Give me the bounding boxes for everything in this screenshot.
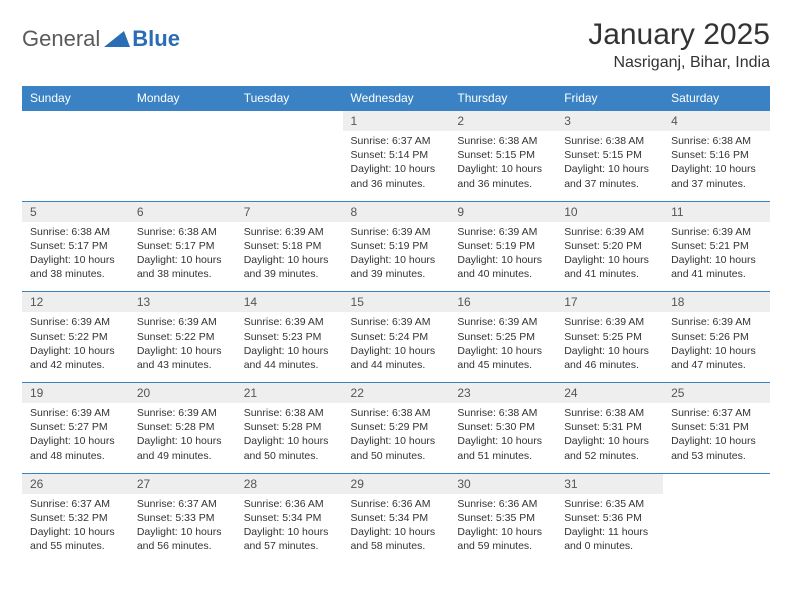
date-detail-cell bbox=[22, 131, 129, 201]
date-number-cell: 6 bbox=[129, 201, 236, 222]
date-number-cell: 10 bbox=[556, 201, 663, 222]
date-detail-cell: Sunrise: 6:39 AMSunset: 5:25 PMDaylight:… bbox=[449, 312, 556, 382]
date-number-cell: 19 bbox=[22, 383, 129, 404]
date-detail-cell: Sunrise: 6:35 AMSunset: 5:36 PMDaylight:… bbox=[556, 494, 663, 564]
date-detail-cell: Sunrise: 6:39 AMSunset: 5:22 PMDaylight:… bbox=[129, 312, 236, 382]
date-detail-cell: Sunrise: 6:39 AMSunset: 5:23 PMDaylight:… bbox=[236, 312, 343, 382]
date-number-cell: 13 bbox=[129, 292, 236, 313]
date-number-cell: 20 bbox=[129, 383, 236, 404]
date-number-cell bbox=[129, 111, 236, 132]
date-detail-cell: Sunrise: 6:39 AMSunset: 5:21 PMDaylight:… bbox=[663, 222, 770, 292]
title-block: January 2025 Nasriganj, Bihar, India bbox=[588, 18, 770, 72]
date-number-row: 262728293031 bbox=[22, 473, 770, 494]
date-detail-cell: Sunrise: 6:36 AMSunset: 5:35 PMDaylight:… bbox=[449, 494, 556, 564]
date-detail-cell bbox=[236, 131, 343, 201]
logo-triangle-icon bbox=[104, 29, 130, 50]
logo: General Blue bbox=[22, 18, 180, 52]
date-detail-cell: Sunrise: 6:37 AMSunset: 5:32 PMDaylight:… bbox=[22, 494, 129, 564]
date-number-cell: 18 bbox=[663, 292, 770, 313]
date-detail-cell: Sunrise: 6:38 AMSunset: 5:17 PMDaylight:… bbox=[129, 222, 236, 292]
day-header: Saturday bbox=[663, 86, 770, 111]
date-number-cell: 8 bbox=[343, 201, 450, 222]
day-header: Friday bbox=[556, 86, 663, 111]
date-number-cell: 12 bbox=[22, 292, 129, 313]
date-detail-cell bbox=[663, 494, 770, 564]
date-number-cell: 25 bbox=[663, 383, 770, 404]
calendar-table: Sunday Monday Tuesday Wednesday Thursday… bbox=[22, 86, 770, 563]
date-number-row: 1234 bbox=[22, 111, 770, 132]
date-detail-cell: Sunrise: 6:37 AMSunset: 5:31 PMDaylight:… bbox=[663, 403, 770, 473]
date-detail-row: Sunrise: 6:37 AMSunset: 5:32 PMDaylight:… bbox=[22, 494, 770, 564]
date-detail-cell: Sunrise: 6:38 AMSunset: 5:17 PMDaylight:… bbox=[22, 222, 129, 292]
date-detail-cell: Sunrise: 6:39 AMSunset: 5:18 PMDaylight:… bbox=[236, 222, 343, 292]
date-detail-cell bbox=[129, 131, 236, 201]
date-number-cell: 23 bbox=[449, 383, 556, 404]
date-number-cell: 31 bbox=[556, 473, 663, 494]
date-detail-cell: Sunrise: 6:37 AMSunset: 5:33 PMDaylight:… bbox=[129, 494, 236, 564]
date-detail-row: Sunrise: 6:39 AMSunset: 5:22 PMDaylight:… bbox=[22, 312, 770, 382]
date-detail-cell: Sunrise: 6:38 AMSunset: 5:16 PMDaylight:… bbox=[663, 131, 770, 201]
day-header: Tuesday bbox=[236, 86, 343, 111]
date-number-cell: 9 bbox=[449, 201, 556, 222]
date-number-row: 19202122232425 bbox=[22, 383, 770, 404]
date-number-cell: 17 bbox=[556, 292, 663, 313]
date-number-cell: 29 bbox=[343, 473, 450, 494]
date-number-cell: 4 bbox=[663, 111, 770, 132]
date-number-cell: 2 bbox=[449, 111, 556, 132]
date-number-cell: 30 bbox=[449, 473, 556, 494]
date-detail-row: Sunrise: 6:39 AMSunset: 5:27 PMDaylight:… bbox=[22, 403, 770, 473]
date-detail-cell: Sunrise: 6:38 AMSunset: 5:15 PMDaylight:… bbox=[449, 131, 556, 201]
date-number-cell: 5 bbox=[22, 201, 129, 222]
date-detail-cell: Sunrise: 6:38 AMSunset: 5:28 PMDaylight:… bbox=[236, 403, 343, 473]
day-header: Thursday bbox=[449, 86, 556, 111]
date-number-cell: 7 bbox=[236, 201, 343, 222]
header: General Blue January 2025 Nasriganj, Bih… bbox=[22, 18, 770, 72]
logo-text-general: General bbox=[22, 26, 100, 52]
date-detail-cell: Sunrise: 6:39 AMSunset: 5:26 PMDaylight:… bbox=[663, 312, 770, 382]
date-detail-row: Sunrise: 6:38 AMSunset: 5:17 PMDaylight:… bbox=[22, 222, 770, 292]
date-number-row: 567891011 bbox=[22, 201, 770, 222]
date-detail-cell: Sunrise: 6:39 AMSunset: 5:28 PMDaylight:… bbox=[129, 403, 236, 473]
date-number-cell: 24 bbox=[556, 383, 663, 404]
location: Nasriganj, Bihar, India bbox=[588, 54, 770, 72]
date-number-cell: 26 bbox=[22, 473, 129, 494]
date-detail-cell: Sunrise: 6:38 AMSunset: 5:30 PMDaylight:… bbox=[449, 403, 556, 473]
day-header: Sunday bbox=[22, 86, 129, 111]
date-number-cell: 27 bbox=[129, 473, 236, 494]
date-detail-cell: Sunrise: 6:39 AMSunset: 5:22 PMDaylight:… bbox=[22, 312, 129, 382]
date-number-cell: 21 bbox=[236, 383, 343, 404]
date-detail-cell: Sunrise: 6:38 AMSunset: 5:29 PMDaylight:… bbox=[343, 403, 450, 473]
date-detail-cell: Sunrise: 6:39 AMSunset: 5:20 PMDaylight:… bbox=[556, 222, 663, 292]
date-detail-cell: Sunrise: 6:37 AMSunset: 5:14 PMDaylight:… bbox=[343, 131, 450, 201]
date-detail-cell: Sunrise: 6:39 AMSunset: 5:19 PMDaylight:… bbox=[343, 222, 450, 292]
date-number-cell: 22 bbox=[343, 383, 450, 404]
date-detail-cell: Sunrise: 6:39 AMSunset: 5:19 PMDaylight:… bbox=[449, 222, 556, 292]
date-number-cell: 15 bbox=[343, 292, 450, 313]
date-detail-cell: Sunrise: 6:36 AMSunset: 5:34 PMDaylight:… bbox=[236, 494, 343, 564]
date-detail-cell: Sunrise: 6:39 AMSunset: 5:25 PMDaylight:… bbox=[556, 312, 663, 382]
date-detail-row: Sunrise: 6:37 AMSunset: 5:14 PMDaylight:… bbox=[22, 131, 770, 201]
date-detail-cell: Sunrise: 6:38 AMSunset: 5:15 PMDaylight:… bbox=[556, 131, 663, 201]
day-header: Wednesday bbox=[343, 86, 450, 111]
date-detail-cell: Sunrise: 6:39 AMSunset: 5:24 PMDaylight:… bbox=[343, 312, 450, 382]
day-header: Monday bbox=[129, 86, 236, 111]
date-number-cell: 3 bbox=[556, 111, 663, 132]
date-number-cell: 11 bbox=[663, 201, 770, 222]
date-number-cell bbox=[22, 111, 129, 132]
date-number-cell: 1 bbox=[343, 111, 450, 132]
month-title: January 2025 bbox=[588, 18, 770, 52]
date-number-cell: 28 bbox=[236, 473, 343, 494]
date-number-cell bbox=[236, 111, 343, 132]
date-detail-cell: Sunrise: 6:39 AMSunset: 5:27 PMDaylight:… bbox=[22, 403, 129, 473]
date-detail-cell: Sunrise: 6:36 AMSunset: 5:34 PMDaylight:… bbox=[343, 494, 450, 564]
date-number-cell: 16 bbox=[449, 292, 556, 313]
date-number-cell: 14 bbox=[236, 292, 343, 313]
logo-text-blue: Blue bbox=[132, 26, 180, 52]
date-number-cell bbox=[663, 473, 770, 494]
date-number-row: 12131415161718 bbox=[22, 292, 770, 313]
calendar-body: 1234Sunrise: 6:37 AMSunset: 5:14 PMDayli… bbox=[22, 111, 770, 564]
day-header-row: Sunday Monday Tuesday Wednesday Thursday… bbox=[22, 86, 770, 111]
date-detail-cell: Sunrise: 6:38 AMSunset: 5:31 PMDaylight:… bbox=[556, 403, 663, 473]
